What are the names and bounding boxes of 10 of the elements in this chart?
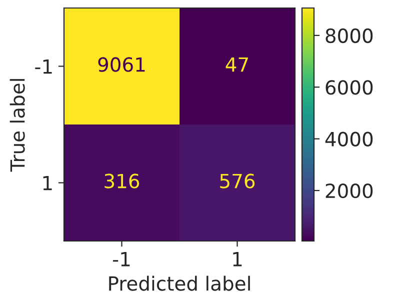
y-axis-title: True label [10,79,25,172]
data-label: 9061 [98,57,145,72]
data-label: 576 [220,174,255,188]
color-bar-label: 6000 [326,80,373,95]
color-bar-label: 8000 [326,28,373,44]
color-bar-label: 4000 [325,132,373,146]
data-label: 47 [226,57,248,72]
data-label: 316 [104,174,140,188]
x-axis-title: Predicted label [109,276,250,291]
color-bar-label: 2000 [326,183,373,198]
